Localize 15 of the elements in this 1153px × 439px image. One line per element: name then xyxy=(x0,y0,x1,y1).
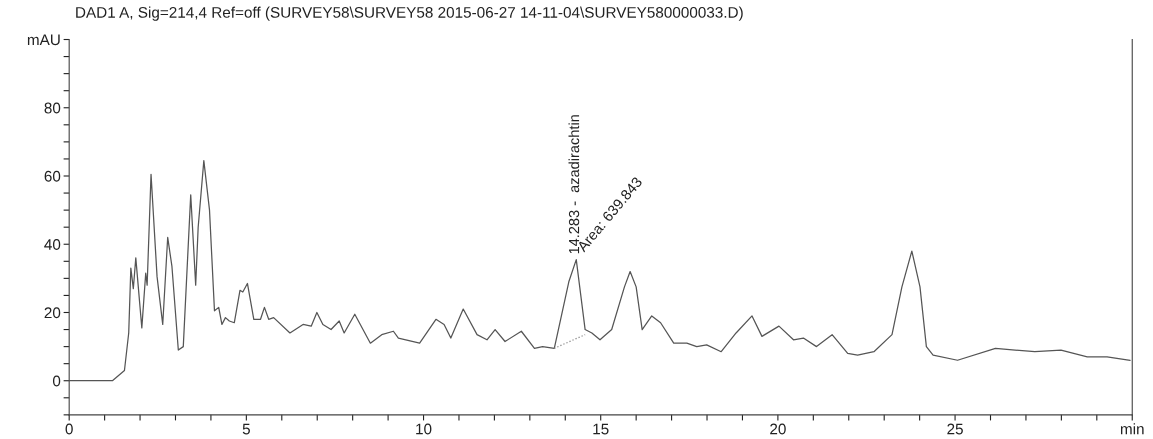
y-tick-label: 80 xyxy=(44,102,61,114)
y-tick-label: 20 xyxy=(44,307,61,319)
x-tick-label: 20 xyxy=(770,423,786,435)
y-tick-label: 40 xyxy=(44,239,61,250)
y-tick-label: 0 xyxy=(52,375,61,387)
x-tick-label: min xyxy=(1120,423,1144,435)
x-tick-label: 10 xyxy=(416,423,432,435)
chart-title: DAD1 A, Sig=214,4 Ref=off (SURVEY58\SURVEY58 2015-06-27 14-11-04\SURVEY580000033.D) xyxy=(76,6,743,21)
y-tick-label: mAU xyxy=(27,34,60,46)
x-tick-label: 0 xyxy=(65,423,73,435)
y-tick-label: 60 xyxy=(44,170,61,182)
x-tick-label: 25 xyxy=(947,423,963,435)
annotation: 14.283 - azadirachtin xyxy=(568,115,580,254)
x-tick-label: 5 xyxy=(242,423,250,435)
x-tick-label: 15 xyxy=(593,423,609,435)
